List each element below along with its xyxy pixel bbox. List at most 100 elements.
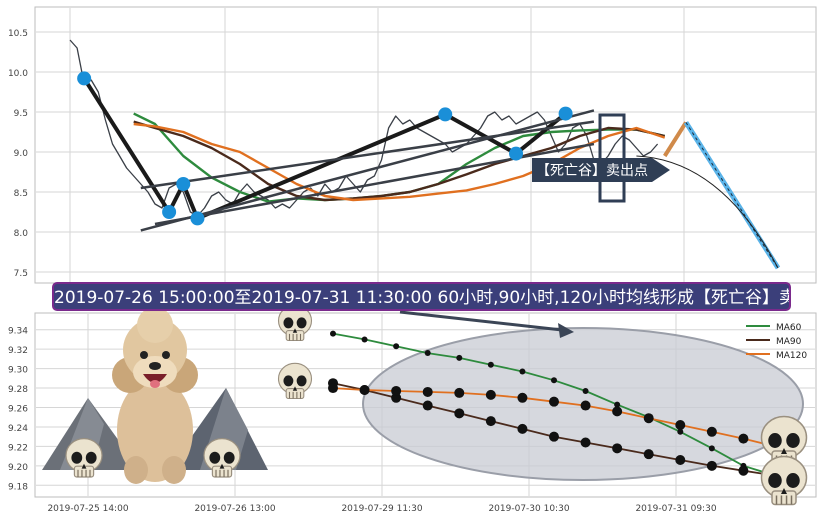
bottom-point-ma60 — [677, 428, 684, 435]
bottom-point-ma120 — [706, 426, 717, 437]
bottom-y-tick-label: 9.24 — [8, 424, 28, 434]
bottom-point-ma120 — [391, 385, 402, 396]
legend-label-ma60: MA60 — [776, 323, 802, 333]
bottom-point-ma60 — [456, 354, 463, 361]
skull-eye — [296, 375, 307, 387]
bottom-point-ma60 — [708, 445, 715, 452]
bottom-point-ma120 — [580, 400, 591, 411]
projection-curve — [636, 155, 779, 269]
bottom-point-ma60 — [393, 343, 400, 350]
bottom-point-ma90 — [517, 423, 528, 434]
top-markers — [77, 71, 573, 226]
signal-banner: 2019-07-26 15:00:00至2019-07-31 11:30:00 … — [52, 282, 791, 311]
skull-eye — [786, 433, 800, 448]
legend: MA60 MA90 MA120 — [746, 323, 807, 361]
top-y-tick-label: 9.5 — [14, 109, 28, 119]
skull-icon — [760, 455, 808, 506]
bottom-point-ma60 — [582, 387, 589, 394]
skull-eye — [768, 433, 782, 448]
skull-nose — [781, 448, 787, 454]
skull-eye — [296, 317, 307, 329]
bottom-point-ma90 — [549, 431, 559, 442]
top-panel — [34, 6, 817, 284]
pivot-marker — [438, 107, 453, 122]
bottom-point-ma60 — [330, 330, 336, 337]
poodle-dog-icon — [112, 307, 198, 484]
bottom-y-axis: 9.18 9.20 9.22 9.24 9.26 9.28 9.30 9.32 9.34 — [8, 327, 28, 493]
skull-icon — [277, 304, 313, 342]
bottom-point-ma60 — [424, 350, 431, 357]
sell-signal-arrow — [532, 158, 670, 182]
bottom-point-ma120 — [675, 420, 686, 430]
bottom-point-ma90 — [422, 400, 433, 411]
bottom-x-tick-label: 2019-07-30 10:30 — [488, 504, 569, 514]
bottom-y-tick-label: 9.34 — [8, 327, 28, 337]
skull-nose — [292, 328, 298, 333]
bottom-point-ma60 — [519, 368, 526, 375]
sell-signal-callout: 【死亡谷】卖出点 — [532, 113, 670, 203]
top-y-axis: 7.5 8.0 8.5 9.0 9.5 10.0 10.5 — [8, 29, 28, 279]
bottom-point-ma120 — [454, 387, 465, 398]
skull-icon — [277, 362, 313, 400]
bottom-point-ma120 — [612, 406, 623, 417]
bottom-x-axis: 2019-07-25 14:00 2019-07-26 13:00 2019-07-… — [47, 504, 716, 514]
skull-eye — [786, 473, 800, 488]
bottom-point-ma120 — [549, 396, 559, 407]
projection-dash — [685, 122, 779, 269]
bottom-point-ma90 — [643, 449, 654, 460]
sell-signal-label: 【死亡谷】卖出点 — [536, 163, 648, 179]
bottom-x-tick-label: 2019-07-31 09:30 — [635, 504, 716, 514]
bottom-y-tick-label: 9.32 — [8, 346, 28, 356]
bottom-y-tick-label: 9.20 — [8, 463, 28, 473]
bottom-point-ma60 — [361, 336, 368, 343]
bottom-x-tick-label: 2019-07-29 11:30 — [341, 504, 422, 514]
bottom-point-ma120 — [517, 392, 528, 403]
zigzag-trend-line — [443, 112, 519, 156]
bottom-point-ma90 — [738, 465, 749, 476]
bottom-point-ma60 — [487, 361, 494, 368]
skull-nose — [781, 488, 787, 494]
bottom-y-tick-label: 9.30 — [8, 366, 28, 376]
bottom-point-ma120 — [422, 386, 433, 397]
skull-eye — [283, 375, 294, 387]
top-series-ma90 — [133, 120, 665, 202]
bottom-y-tick-label: 9.26 — [8, 405, 28, 415]
bottom-point-ma90 — [612, 443, 623, 454]
pivot-marker — [558, 106, 573, 121]
pivot-marker — [77, 71, 92, 86]
bottom-point-ma60 — [614, 401, 621, 408]
pivot-marker — [162, 205, 177, 219]
skull-icon — [203, 437, 241, 478]
bottom-x-tick-label: 2019-07-25 14:00 — [47, 504, 128, 514]
bottom-point-ma120 — [328, 383, 338, 394]
pivot-marker — [176, 177, 191, 191]
bottom-point-ma90 — [675, 455, 686, 465]
zigzag-trend-line — [195, 112, 448, 221]
bottom-point-ma90 — [580, 437, 591, 448]
skull-nose — [292, 386, 298, 391]
pivot-marker — [509, 146, 524, 161]
pivot-marker — [190, 211, 205, 226]
bottom-x-tick-label: 2019-07-26 13:00 — [194, 504, 275, 514]
bottom-point-ma120 — [359, 385, 370, 395]
top-y-tick-label: 9.0 — [14, 149, 29, 159]
skull-eye — [209, 451, 221, 464]
top-series-ma120 — [133, 122, 666, 202]
bottom-point-ma60 — [551, 377, 557, 384]
channel-line — [140, 109, 595, 232]
skull-nose — [219, 463, 225, 469]
top-grid — [36, 8, 815, 282]
skull-eye — [85, 451, 97, 464]
legend-label-ma120: MA120 — [776, 351, 807, 361]
top-y-tick-label: 8.0 — [14, 229, 29, 239]
zigzag-trend-line — [82, 76, 172, 214]
top-y-tick-label: 8.5 — [14, 189, 28, 199]
bottom-point-ma120 — [643, 413, 654, 424]
bottom-y-tick-label: 9.18 — [8, 482, 28, 492]
projection-rise — [663, 121, 688, 158]
skull-eye — [283, 317, 294, 329]
skull-nose — [81, 463, 87, 469]
skull-eye — [71, 451, 83, 464]
bottom-y-tick-label: 9.28 — [8, 385, 28, 395]
bottom-point-ma90 — [485, 416, 496, 427]
